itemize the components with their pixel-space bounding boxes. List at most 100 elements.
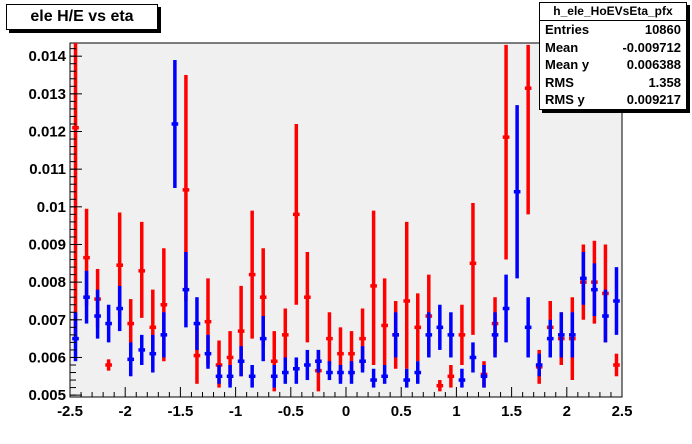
stats-row-mean-y: Mean y 0.006388 [540, 56, 686, 74]
stats-label: Mean [545, 39, 579, 55]
data-point [259, 316, 267, 362]
y-tick-label: 0.012 [28, 124, 66, 141]
data-point [458, 304, 466, 365]
data-point [447, 364, 455, 388]
chart-title: ele H/E vs eta [6, 4, 158, 30]
stats-label: RMS [545, 74, 574, 90]
data-point [270, 364, 278, 388]
data-point [557, 312, 565, 358]
stats-row-mean: Mean -0.009712 [540, 39, 686, 57]
y-tick-label: 0.013 [28, 86, 66, 103]
data-point [502, 44, 510, 260]
x-tick-label: 1 [452, 403, 460, 420]
stats-row-rms: RMS 1.358 [540, 74, 686, 92]
stats-value: 0.006388 [626, 57, 681, 72]
data-point [591, 263, 598, 317]
x-tick-label: 0 [342, 403, 350, 420]
x-tick-label: -1 [229, 403, 242, 420]
series-blue [72, 59, 620, 388]
stats-label: RMS y [545, 92, 585, 107]
stats-value: 10860 [644, 22, 681, 37]
data-point [105, 359, 112, 371]
data-point [281, 357, 289, 384]
data-point [414, 293, 422, 362]
data-point [613, 267, 620, 335]
data-point [105, 304, 112, 343]
data-point [535, 353, 543, 377]
data-point [392, 312, 399, 358]
data-point [72, 312, 79, 362]
x-tick-label: 1.5 [501, 403, 522, 420]
x-tick-label: -2.5 [57, 403, 83, 420]
data-point [160, 312, 168, 358]
y-tick-label: 0.006 [28, 349, 66, 366]
data-point [326, 312, 333, 365]
y-tick-label: 0.009 [28, 236, 66, 253]
data-point [613, 353, 620, 377]
stats-value: -0.009712 [622, 39, 681, 55]
x-tick-label: 0.5 [391, 403, 412, 420]
data-point [138, 221, 146, 318]
x-tick-label: -0.5 [278, 403, 304, 420]
data-point [171, 59, 179, 188]
stats-value: 1.358 [648, 74, 681, 90]
data-point [480, 364, 488, 388]
x-tick-label: -1.5 [167, 403, 193, 420]
data-point [281, 308, 289, 362]
data-point [304, 349, 311, 381]
data-point [370, 368, 377, 388]
data-point [414, 361, 422, 384]
data-point [116, 285, 123, 332]
data-point [215, 364, 223, 384]
stats-label: Entries [545, 22, 590, 37]
data-point [425, 312, 433, 358]
data-point [469, 342, 477, 373]
data-point [326, 361, 333, 381]
data-point [580, 252, 587, 305]
data-point [337, 364, 344, 384]
x-tick-label: 2.5 [612, 403, 633, 420]
plot-frame [69, 42, 623, 398]
data-point [524, 44, 532, 215]
data-point [226, 364, 234, 388]
data-point [524, 297, 532, 358]
data-point [359, 346, 366, 373]
stats-row-entries: Entries 10860 [540, 21, 686, 39]
data-point [237, 346, 245, 377]
data-point [447, 312, 455, 358]
data-point [569, 312, 576, 358]
data-point [149, 334, 157, 373]
data-point [403, 368, 411, 388]
data-point [513, 105, 521, 279]
x-tick-label: -2 [119, 403, 132, 420]
data-point [248, 364, 256, 388]
data-point [546, 319, 554, 358]
y-tick-label: 0.01 [37, 199, 66, 216]
data-point [94, 289, 101, 339]
data-point [502, 274, 510, 343]
data-point [491, 312, 499, 358]
data-point [127, 299, 135, 347]
data-point [381, 364, 388, 384]
y-tick-label: 0.007 [28, 312, 66, 329]
y-tick-label: 0.014 [28, 48, 66, 65]
y-tick-label: 0.011 [29, 161, 66, 178]
y-tick-label: 0.008 [28, 274, 66, 291]
data-point [182, 252, 190, 328]
data-point [602, 289, 609, 343]
data-point [458, 368, 466, 388]
data-point [469, 203, 477, 335]
data-point [248, 210, 256, 339]
data-point [293, 123, 300, 305]
data-point [370, 210, 377, 365]
data-point [315, 349, 322, 373]
stats-title: h_ele_HoEVsEta_pfx [540, 3, 686, 21]
stats-row-rms-y: RMS y 0.009217 [540, 91, 686, 109]
stats-value: 0.009217 [626, 92, 681, 107]
stats-label: Mean y [545, 57, 590, 72]
data-point [204, 334, 212, 369]
data-point [348, 361, 355, 384]
stats-box: h_ele_HoEVsEta_pfx Entries 10860 Mean -0… [539, 2, 687, 110]
data-point [403, 221, 411, 369]
